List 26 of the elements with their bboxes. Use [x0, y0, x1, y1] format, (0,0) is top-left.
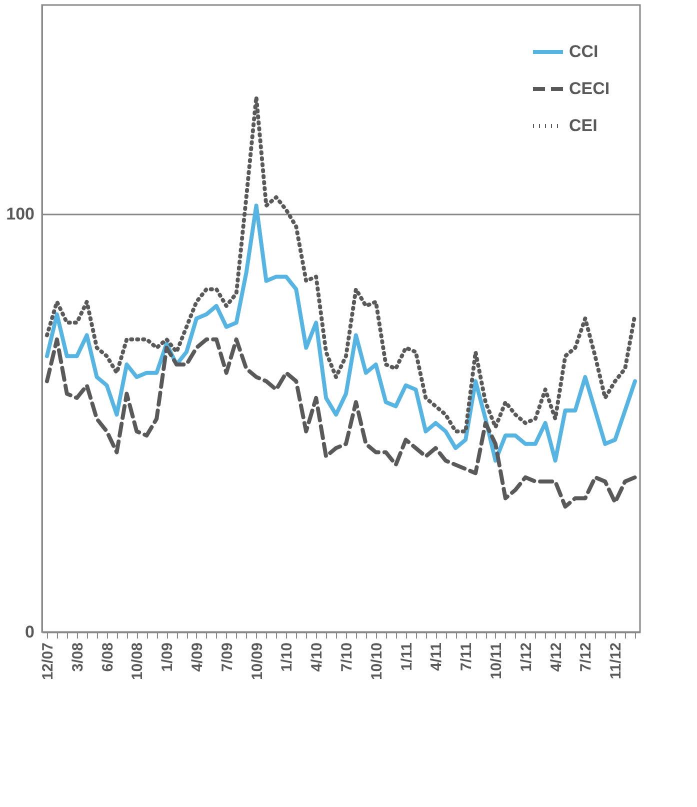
x-tick-label: 10/11	[488, 642, 505, 680]
x-tick-label: 10/09	[248, 642, 266, 680]
x-tick-label: 6/08	[99, 642, 116, 672]
x-tick-label: 1/12	[518, 642, 535, 672]
x-tick-label: 4/11	[428, 642, 446, 671]
x-tick-label: 7/11	[458, 642, 476, 671]
x-tick-label: 7/09	[218, 642, 236, 672]
x-tick-label: 7/10	[338, 642, 356, 672]
x-tick-label: 12/07	[39, 642, 56, 680]
y-tick-label: 100	[6, 204, 34, 224]
legend-label: CCI	[569, 42, 598, 61]
y-tick-label: 0	[25, 622, 34, 642]
x-tick-label: 10/08	[129, 642, 146, 680]
x-tick-label: 4/10	[308, 642, 326, 672]
x-tick-label: 1/09	[159, 642, 176, 672]
x-tick-label: 7/12	[578, 642, 595, 672]
x-tick-label: 10/10	[368, 642, 386, 680]
legend-label: CECI	[569, 79, 610, 98]
x-tick-label: 3/08	[69, 642, 86, 672]
x-tick-label: 4/12	[548, 642, 565, 672]
line-series	[44, 204, 638, 463]
x-tick-label: 4/09	[188, 642, 206, 672]
legend-label: CEI	[569, 116, 598, 135]
x-tick-label: 11/12	[608, 642, 625, 680]
x-tick-label: 1/11	[398, 642, 416, 671]
x-tick-label: 1/10	[278, 642, 296, 672]
